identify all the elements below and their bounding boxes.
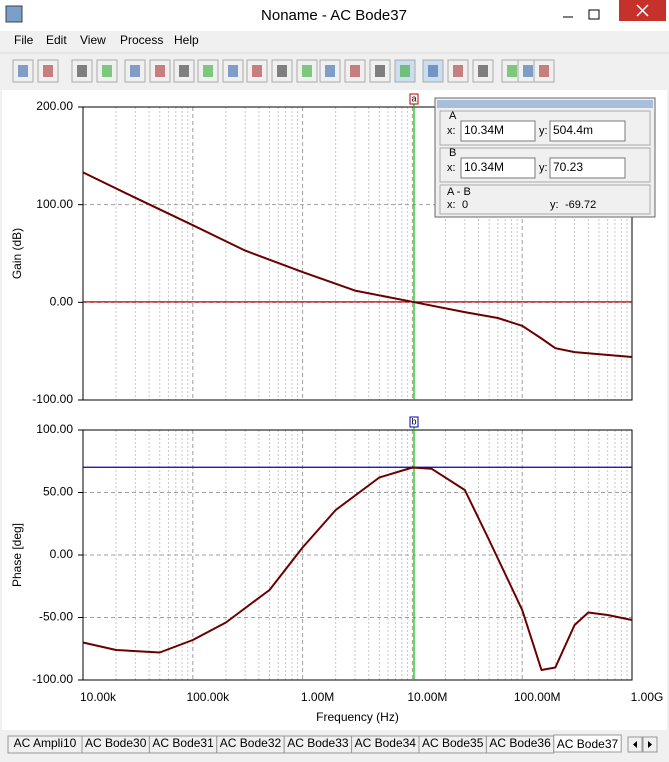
y-tick-label: 0.00 <box>50 295 74 309</box>
tool-icon <box>523 65 533 77</box>
tool-icon <box>478 65 488 77</box>
x-tick-label: 1.00G <box>631 690 664 704</box>
tool-icon <box>18 65 28 77</box>
tool-icon <box>539 65 549 77</box>
tool-icon <box>203 65 213 77</box>
tool-icon <box>77 65 87 77</box>
tool-icon <box>350 65 360 77</box>
panel-section <box>439 110 651 146</box>
tab-label: AC Bode35 <box>422 736 484 750</box>
tab-label: AC Bode31 <box>152 736 214 750</box>
tool-icon <box>228 65 238 77</box>
tool-icon <box>43 65 53 77</box>
window-title: Noname - AC Bode37 <box>261 7 407 24</box>
cursor-b-y: 70.23 <box>553 160 583 174</box>
y-tick-label: 100.00 <box>36 422 73 436</box>
x-tick-label: 10.00k <box>80 690 117 704</box>
cursor-b-label: B <box>449 147 456 159</box>
data-line <box>82 466 633 671</box>
maximize-button[interactable] <box>588 9 600 20</box>
cursor-a-y: 504.4m <box>553 123 593 137</box>
x-tick-label: 100.00M <box>514 690 561 704</box>
toolbar <box>0 52 669 83</box>
tab-label: AC Bode32 <box>220 736 282 750</box>
y-tick-label: -100.00 <box>32 392 73 406</box>
tool-icon <box>179 65 189 77</box>
y-tick-label: 100.00 <box>36 197 73 211</box>
tab-label: AC Ampli10 <box>14 736 77 750</box>
cursor-marker-label: a <box>411 93 416 103</box>
cursor-a-label: A <box>449 110 457 122</box>
cursor-marker[interactable] <box>409 416 419 428</box>
x-tick-label: 100.00k <box>186 690 230 704</box>
app-icon <box>5 5 23 23</box>
tool-icon <box>252 65 262 77</box>
menu-item[interactable]: Help <box>174 33 199 47</box>
tab[interactable] <box>553 734 622 753</box>
close-icon <box>636 4 649 17</box>
panel-section <box>439 184 651 215</box>
diff-x: 0 <box>462 199 468 211</box>
y-axis-label: Phase [deg] <box>10 523 24 587</box>
y-prefix: y: <box>539 125 548 137</box>
menu-item[interactable]: File <box>14 33 34 47</box>
tool-icon <box>155 65 165 77</box>
cursor-b-x: 10.34M <box>464 160 504 174</box>
x-prefix: x: <box>447 199 456 211</box>
tool-icon <box>453 65 463 77</box>
input-box[interactable] <box>460 157 536 179</box>
input-box[interactable] <box>549 157 626 179</box>
y-tick-label: -100.00 <box>32 672 73 686</box>
tab-label: AC Bode37 <box>557 737 619 751</box>
tab-bar: AC Ampli10 AC Bode30 AC Bode31 AC Bode32 AC … <box>0 731 669 762</box>
tab-label: AC Bode30 <box>85 736 147 750</box>
y-tick-label: -50.00 <box>39 610 73 624</box>
x-prefix: x: <box>447 125 456 137</box>
panel-section <box>439 147 651 183</box>
menu-bar: File Edit View Process Help <box>14 33 199 47</box>
axes-frame <box>82 429 633 681</box>
y-prefix: y: <box>550 199 559 211</box>
tool-icon <box>130 65 140 77</box>
tool-icon <box>325 65 335 77</box>
tool-icon <box>375 65 385 77</box>
tool-icon <box>400 65 410 77</box>
cursor-a-x: 10.34M <box>464 123 504 137</box>
tool-icon <box>302 65 312 77</box>
axes-frame <box>82 106 633 401</box>
cursor-marker-label: b <box>411 416 416 426</box>
menu-item[interactable]: View <box>80 33 106 47</box>
tool-icon <box>507 65 517 77</box>
arrow-icon <box>648 741 652 748</box>
x-tick-label: 1.00M <box>301 690 334 704</box>
title-bar <box>0 0 669 31</box>
input-box[interactable] <box>549 120 626 142</box>
data-line <box>82 171 633 358</box>
x-axis-label: Frequency (Hz) <box>316 710 399 724</box>
panel-header <box>437 100 653 108</box>
cursor-panel: A x: 10.34M y: 504.4m B x: 10.34M y: 70.… <box>434 97 656 218</box>
menu-item[interactable]: Process <box>120 33 163 47</box>
cursor-marker[interactable] <box>409 93 419 105</box>
x-prefix: x: <box>447 162 456 174</box>
arrow-icon <box>633 741 637 748</box>
diff-y: -69.72 <box>565 199 596 211</box>
tool-icon <box>102 65 112 77</box>
x-tick-label: 10.00M <box>407 690 447 704</box>
y-tick-label: 0.00 <box>50 547 74 561</box>
input-box[interactable] <box>460 120 536 142</box>
tab-label: AC Bode36 <box>489 736 551 750</box>
tool-icon <box>277 65 287 77</box>
y-prefix: y: <box>539 162 548 174</box>
y-axis-label: Gain (dB) <box>10 228 24 279</box>
y-tick-label: 50.00 <box>43 485 73 499</box>
tab-label: AC Bode34 <box>355 736 417 750</box>
tool-icon <box>428 65 438 77</box>
menu-item[interactable]: Edit <box>46 33 67 47</box>
tab-label: AC Bode33 <box>287 736 349 750</box>
y-tick-label: 200.00 <box>36 99 73 113</box>
diff-label: A - B <box>447 186 471 198</box>
